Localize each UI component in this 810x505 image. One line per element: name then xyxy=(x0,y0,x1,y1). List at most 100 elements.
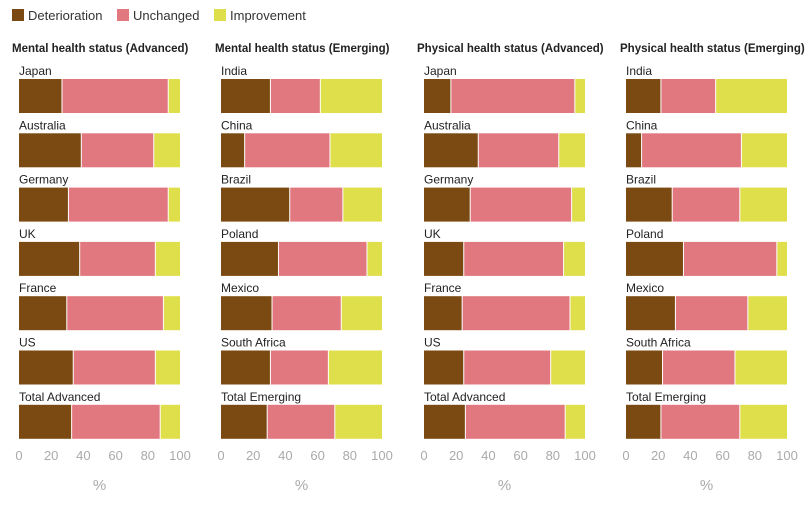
category-label-total-emerging: Total Emerging xyxy=(221,390,301,404)
category-label-brazil: Brazil xyxy=(221,173,251,187)
x-tick-label: 20 xyxy=(44,448,58,463)
category-label-germany: Germany xyxy=(19,173,68,187)
x-tick-label: 20 xyxy=(246,448,260,463)
bar-segment-improvement-uk xyxy=(564,241,585,276)
bar-segment-deterioration-india xyxy=(626,79,661,113)
bar-segment-deterioration-brazil xyxy=(221,187,290,222)
bar-segment-improvement-poland xyxy=(777,241,787,276)
x-axis-label: % xyxy=(700,477,713,494)
bar-segment-deterioration-us xyxy=(19,350,73,385)
bar-segment-unchanged-france xyxy=(462,296,570,331)
category-label-poland: Poland xyxy=(626,227,663,241)
bar-segment-deterioration-france xyxy=(19,296,67,331)
bar-segment-improvement-brazil xyxy=(740,187,787,222)
x-tick-label: 80 xyxy=(141,448,155,463)
bar-segment-improvement-china xyxy=(741,133,787,168)
legend-swatch-improvement xyxy=(214,9,226,21)
category-label-australia: Australia xyxy=(424,118,471,132)
category-label-china: China xyxy=(221,118,253,132)
x-tick-label: 0 xyxy=(622,448,629,463)
x-tick-label: 100 xyxy=(776,448,798,463)
bar-segment-improvement-germany xyxy=(168,187,180,222)
category-label-mexico: Mexico xyxy=(221,281,259,295)
panel-title-3: Physical health status (Advanced) xyxy=(417,43,604,55)
bar-segment-deterioration-china xyxy=(221,133,245,168)
bar-segment-unchanged-germany xyxy=(470,187,572,222)
bar-segment-deterioration-south-africa xyxy=(221,350,270,385)
bar-segment-deterioration-germany xyxy=(19,187,68,222)
x-tick-label: 60 xyxy=(108,448,122,463)
bar-segment-improvement-australia xyxy=(559,133,585,168)
x-tick-label: 80 xyxy=(343,448,357,463)
bar-segment-unchanged-us xyxy=(73,350,155,385)
bar-segment-improvement-us xyxy=(551,350,585,385)
bar-segment-deterioration-uk xyxy=(424,241,464,276)
bar-segment-unchanged-brazil xyxy=(290,187,343,222)
category-label-brazil: Brazil xyxy=(626,173,656,187)
bar-segment-improvement-total-emerging xyxy=(335,404,382,439)
bar-segment-unchanged-poland xyxy=(278,241,367,276)
category-label-mexico: Mexico xyxy=(626,281,664,295)
bar-segment-deterioration-us xyxy=(424,350,464,385)
bar-segment-deterioration-mexico xyxy=(221,296,272,331)
category-label-india: India xyxy=(221,64,247,78)
bar-segment-improvement-total-advanced xyxy=(565,404,585,439)
bar-segment-deterioration-germany xyxy=(424,187,470,222)
bar-segment-unchanged-japan xyxy=(451,79,575,113)
x-tick-label: 20 xyxy=(651,448,665,463)
bar-segment-improvement-us xyxy=(155,350,180,385)
category-label-china: China xyxy=(626,118,658,132)
bar-segment-improvement-south-africa xyxy=(328,350,382,385)
bar-segment-improvement-south-africa xyxy=(735,350,787,385)
bar-segment-deterioration-uk xyxy=(19,241,80,276)
bar-segment-deterioration-australia xyxy=(424,133,478,168)
bar-segment-deterioration-poland xyxy=(626,241,683,276)
bar-segment-improvement-uk xyxy=(155,241,180,276)
x-tick-label: 0 xyxy=(15,448,22,463)
bar-segment-unchanged-china xyxy=(245,133,330,168)
bar-segment-unchanged-germany xyxy=(68,187,168,222)
x-axis-label: % xyxy=(93,477,106,494)
bar-segment-deterioration-australia xyxy=(19,133,81,168)
bar-segment-improvement-total-emerging xyxy=(740,404,787,439)
category-label-us: US xyxy=(424,336,441,350)
panel-title-4: Physical health status (Emerging) xyxy=(620,43,805,55)
category-label-france: France xyxy=(19,281,57,295)
category-label-south-africa: South Africa xyxy=(221,336,286,350)
bar-segment-unchanged-south-africa xyxy=(270,350,328,385)
bar-segment-deterioration-china xyxy=(626,133,642,168)
bar-segment-unchanged-total-advanced xyxy=(465,404,565,439)
bar-segment-unchanged-japan xyxy=(62,79,168,113)
bar-segment-unchanged-brazil xyxy=(672,187,740,222)
bar-segment-unchanged-us xyxy=(464,350,551,385)
bar-segment-unchanged-mexico xyxy=(675,296,748,331)
x-tick-label: 80 xyxy=(748,448,762,463)
bar-segment-improvement-china xyxy=(330,133,382,168)
bar-segment-deterioration-india xyxy=(221,79,270,113)
bar-segment-deterioration-japan xyxy=(19,79,62,113)
bar-segment-deterioration-france xyxy=(424,296,462,331)
bar-segment-improvement-germany xyxy=(572,187,585,222)
x-tick-label: 100 xyxy=(574,448,596,463)
x-tick-label: 0 xyxy=(420,448,427,463)
bar-segment-unchanged-total-emerging xyxy=(267,404,335,439)
category-label-uk: UK xyxy=(19,227,36,241)
category-label-india: India xyxy=(626,64,652,78)
bar-segment-improvement-france xyxy=(163,296,180,331)
x-axis-label: % xyxy=(498,477,511,494)
x-tick-label: 40 xyxy=(76,448,90,463)
x-tick-label: 100 xyxy=(169,448,191,463)
legend-label-deterioration: Deterioration xyxy=(28,8,102,23)
x-tick-label: 40 xyxy=(683,448,697,463)
category-label-uk: UK xyxy=(424,227,441,241)
bar-segment-improvement-poland xyxy=(367,241,382,276)
x-tick-label: 0 xyxy=(217,448,224,463)
category-label-total-emerging: Total Emerging xyxy=(626,390,706,404)
bar-segment-unchanged-australia xyxy=(478,133,559,168)
x-axis-label: % xyxy=(295,477,308,494)
bar-segment-deterioration-south-africa xyxy=(626,350,663,385)
panel-title-2: Mental health status (Emerging) xyxy=(215,43,390,55)
bar-segment-improvement-total-advanced xyxy=(160,404,180,439)
bar-segment-deterioration-japan xyxy=(424,79,451,113)
